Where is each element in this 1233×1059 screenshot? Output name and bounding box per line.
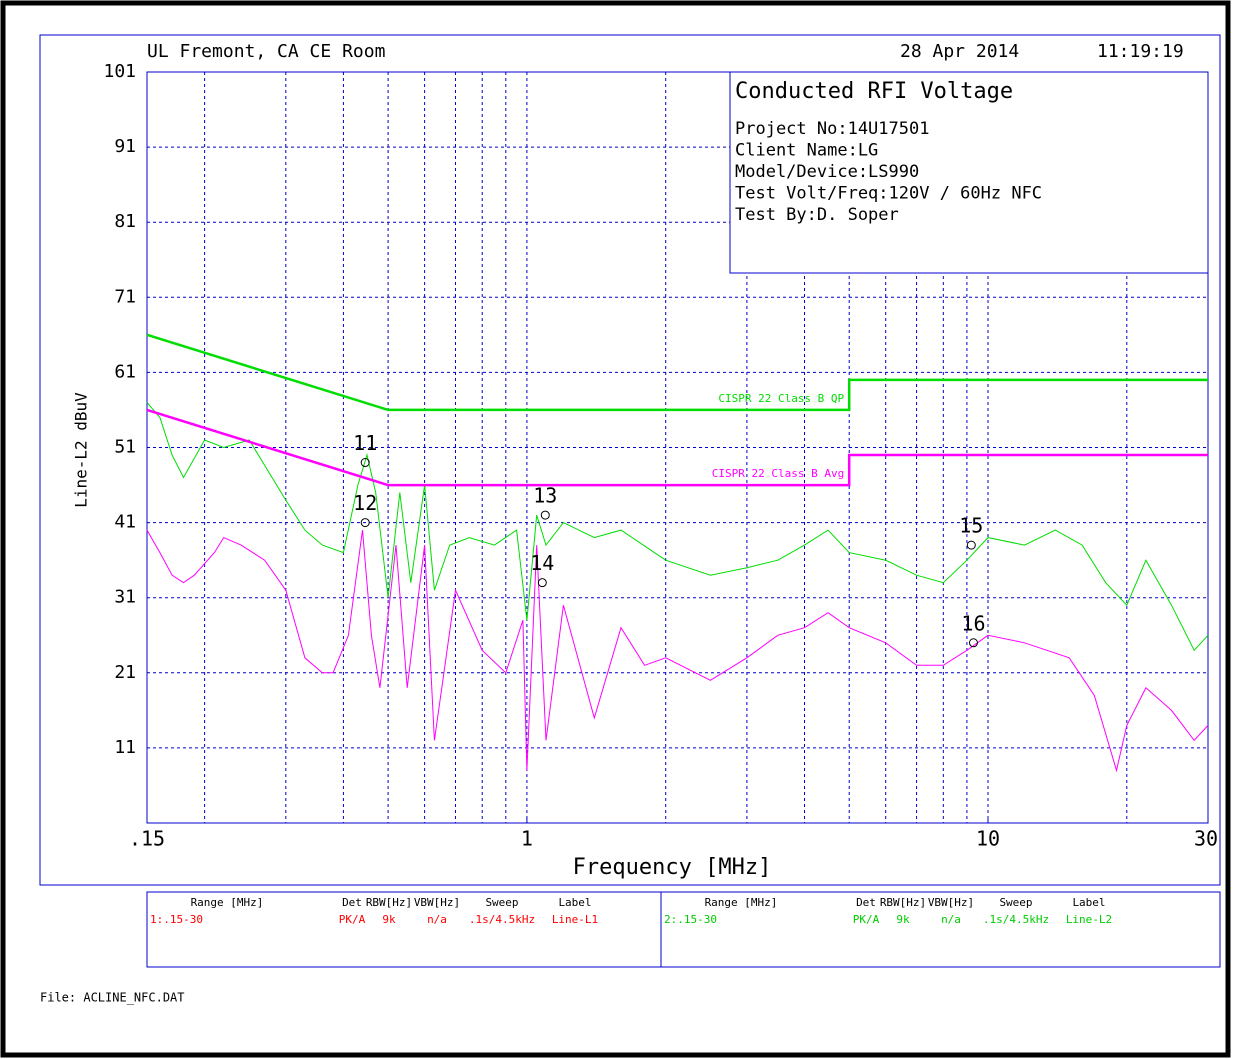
trace — [146, 402, 1209, 652]
y-tick-label: 81 — [114, 211, 136, 232]
table-header: Range [MHz] — [705, 896, 778, 909]
table-header: Label — [558, 896, 591, 909]
table-header: RBW[Hz] — [366, 896, 412, 909]
table-header: VBW[Hz] — [928, 896, 974, 909]
marker — [966, 540, 976, 550]
marker — [537, 578, 547, 588]
title-box — [729, 71, 1209, 274]
time: 11:19:19 — [1097, 41, 1184, 62]
y-tick-label: 51 — [114, 437, 136, 458]
marker-label: 12 — [353, 491, 377, 515]
table-header: Sweep — [485, 896, 518, 909]
y-tick-label: 41 — [114, 512, 136, 533]
marker-label: 13 — [533, 484, 557, 508]
marker — [360, 518, 370, 528]
table-cell: 9k — [382, 913, 396, 926]
table-cell: n/a — [941, 913, 961, 926]
y-tick-label: 11 — [114, 737, 136, 758]
info-line: Test Volt/Freq:120V / 60Hz NFC — [735, 184, 1042, 204]
table-cell: Line-L2 — [1066, 913, 1112, 926]
table-header: Label — [1072, 896, 1105, 909]
table-cell: PK/A — [853, 913, 880, 926]
table-cell: 1:.15-30 — [150, 913, 203, 926]
limit-line — [146, 333, 1208, 412]
marker-label: 15 — [959, 514, 983, 538]
table-header: Det — [342, 896, 362, 909]
table-cell: 9k — [896, 913, 910, 926]
marker-label: 11 — [353, 431, 377, 455]
info-line: Client Name:LG — [735, 141, 878, 161]
legend-label: CISPR 22 Class B QP — [718, 392, 844, 405]
y-tick-label: 31 — [114, 587, 136, 608]
table-cell: n/a — [427, 913, 447, 926]
legend-label: CISPR 22 Class B Avg — [712, 467, 844, 480]
table-header: Det — [856, 896, 876, 909]
table-header: VBW[Hz] — [414, 896, 460, 909]
marker-label: 14 — [530, 551, 554, 575]
marker — [360, 458, 370, 468]
legend-table — [146, 891, 1221, 968]
table-header: Sweep — [999, 896, 1032, 909]
trace — [146, 529, 1209, 773]
x-tick-label: 10 — [976, 827, 1000, 851]
x-tick-label: .15 — [129, 827, 165, 851]
chart-title: Conducted RFI Voltage — [735, 79, 1013, 104]
info-line: Test By:D. Soper — [735, 205, 899, 225]
y-tick-label: 91 — [114, 136, 136, 157]
x-tick-label: 1 — [521, 827, 533, 851]
site: UL Fremont, CA CE Room — [147, 41, 385, 62]
table-cell: 2:.15-30 — [664, 913, 717, 926]
x-tick-label: 30 — [1194, 827, 1218, 851]
limit-line — [146, 408, 1208, 487]
y-tick-label: 61 — [114, 361, 136, 382]
table-cell: Line-L1 — [552, 913, 598, 926]
y-tick-label: 101 — [103, 61, 136, 82]
y-tick-label: 21 — [114, 662, 136, 683]
info-line: Project No:14U17501 — [735, 119, 929, 139]
table-header: Range [MHz] — [191, 896, 264, 909]
info-line: Model/Device:LS990 — [735, 162, 919, 182]
marker — [968, 638, 978, 648]
x-axis-label: Frequency [MHz] — [573, 855, 772, 880]
file-name: File: ACLINE_NFC.DAT — [40, 991, 185, 1005]
table-header: RBW[Hz] — [880, 896, 926, 909]
table-cell: .1s/4.5kHz — [983, 913, 1049, 926]
table-cell: PK/A — [339, 913, 366, 926]
table-cell: .1s/4.5kHz — [469, 913, 535, 926]
marker — [540, 510, 550, 520]
y-tick-label: 71 — [114, 286, 136, 307]
date: 28 Apr 2014 — [900, 41, 1019, 62]
marker-label: 16 — [961, 611, 985, 635]
outer-frame — [39, 34, 1221, 886]
y-axis-label: Line-L2 dBuV — [72, 392, 91, 508]
